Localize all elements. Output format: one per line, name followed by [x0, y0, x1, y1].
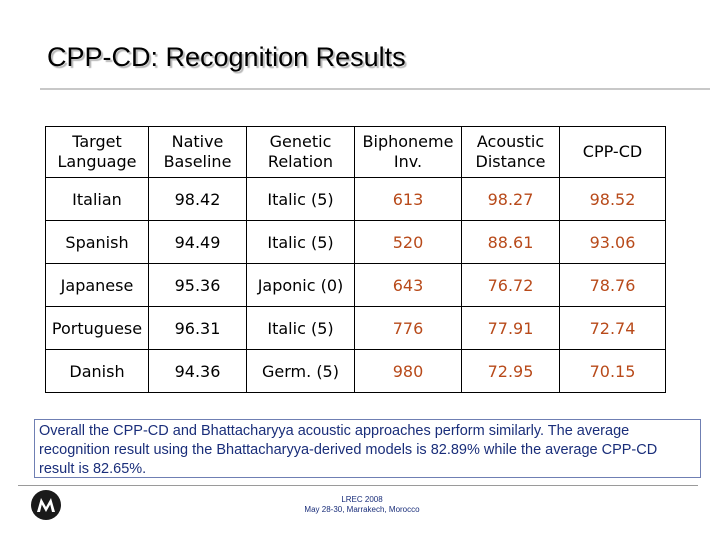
cell-genetic-relation: Italic (5) [246, 177, 355, 221]
cell-cpp-cd: 78.76 [559, 263, 666, 307]
cell-biphoneme-inv: 520 [354, 220, 462, 264]
cell-cpp-cd: 93.06 [559, 220, 666, 264]
cell-native-baseline: 94.49 [148, 220, 247, 264]
header-genetic-relation: Genetic Relation [246, 126, 355, 178]
cell-biphoneme-inv: 980 [354, 349, 462, 393]
title-divider [40, 88, 710, 90]
header-native-baseline: Native Baseline [148, 126, 247, 178]
cell-language: Spanish [45, 220, 149, 264]
cell-biphoneme-inv: 776 [354, 306, 462, 350]
cell-genetic-relation: Japonic (0) [246, 263, 355, 307]
cell-genetic-relation: Germ. (5) [246, 349, 355, 393]
cell-native-baseline: 95.36 [148, 263, 247, 307]
cell-acoustic-distance: 98.27 [461, 177, 560, 221]
cell-biphoneme-inv: 643 [354, 263, 462, 307]
header-line: Inv. [393, 152, 423, 171]
footer-text: LREC 2008 May 28-30, Marrakech, Morocco [262, 495, 462, 515]
header-line: Distance [475, 152, 546, 171]
footer-divider [18, 485, 698, 486]
motorola-logo-icon [30, 489, 62, 521]
table-row: Italian 98.42 Italic (5) 613 98.27 98.52 [45, 177, 666, 221]
cell-language: Portuguese [45, 306, 149, 350]
header-line: Language [57, 152, 137, 171]
cell-language: Danish [45, 349, 149, 393]
header-cpp-cd: CPP-CD [559, 126, 666, 178]
cell-native-baseline: 94.36 [148, 349, 247, 393]
summary-textbox: Overall the CPP-CD and Bhattacharyya aco… [34, 419, 701, 478]
cell-biphoneme-inv: 613 [354, 177, 462, 221]
header-biphoneme-inv: Biphoneme Inv. [354, 126, 462, 178]
cell-acoustic-distance: 72.95 [461, 349, 560, 393]
cell-cpp-cd: 70.15 [559, 349, 666, 393]
table-row: Portuguese 96.31 Italic (5) 776 77.91 72… [45, 306, 666, 350]
slide-title: CPP-CD: Recognition Results [47, 42, 406, 72]
cell-language: Japanese [45, 263, 149, 307]
footer-conference: LREC 2008 [341, 495, 383, 504]
header-line: Genetic [269, 132, 332, 151]
footer-date-location: May 28-30, Marrakech, Morocco [304, 505, 420, 514]
header-line: CPP-CD [582, 142, 643, 161]
header-line: Biphoneme [362, 132, 454, 151]
cell-acoustic-distance: 76.72 [461, 263, 560, 307]
cell-native-baseline: 96.31 [148, 306, 247, 350]
header-acoustic-distance: Acoustic Distance [461, 126, 560, 178]
table-row: Spanish 94.49 Italic (5) 520 88.61 93.06 [45, 220, 666, 264]
cell-cpp-cd: 72.74 [559, 306, 666, 350]
cell-genetic-relation: Italic (5) [246, 220, 355, 264]
header-line: Baseline [163, 152, 232, 171]
header-line: Acoustic [476, 132, 545, 151]
header-line: Native [171, 132, 224, 151]
results-table: Target Language Native Baseline Genetic … [45, 126, 666, 393]
header-line: Relation [267, 152, 334, 171]
header-line: Target [72, 132, 122, 151]
header-target-language: Target Language [45, 126, 149, 178]
cell-language: Italian [45, 177, 149, 221]
table-row: Danish 94.36 Germ. (5) 980 72.95 70.15 [45, 349, 666, 393]
cell-cpp-cd: 98.52 [559, 177, 666, 221]
cell-genetic-relation: Italic (5) [246, 306, 355, 350]
table-row: Japanese 95.36 Japonic (0) 643 76.72 78.… [45, 263, 666, 307]
cell-acoustic-distance: 77.91 [461, 306, 560, 350]
cell-native-baseline: 98.42 [148, 177, 247, 221]
table-header-row: Target Language Native Baseline Genetic … [45, 126, 666, 178]
cell-acoustic-distance: 88.61 [461, 220, 560, 264]
